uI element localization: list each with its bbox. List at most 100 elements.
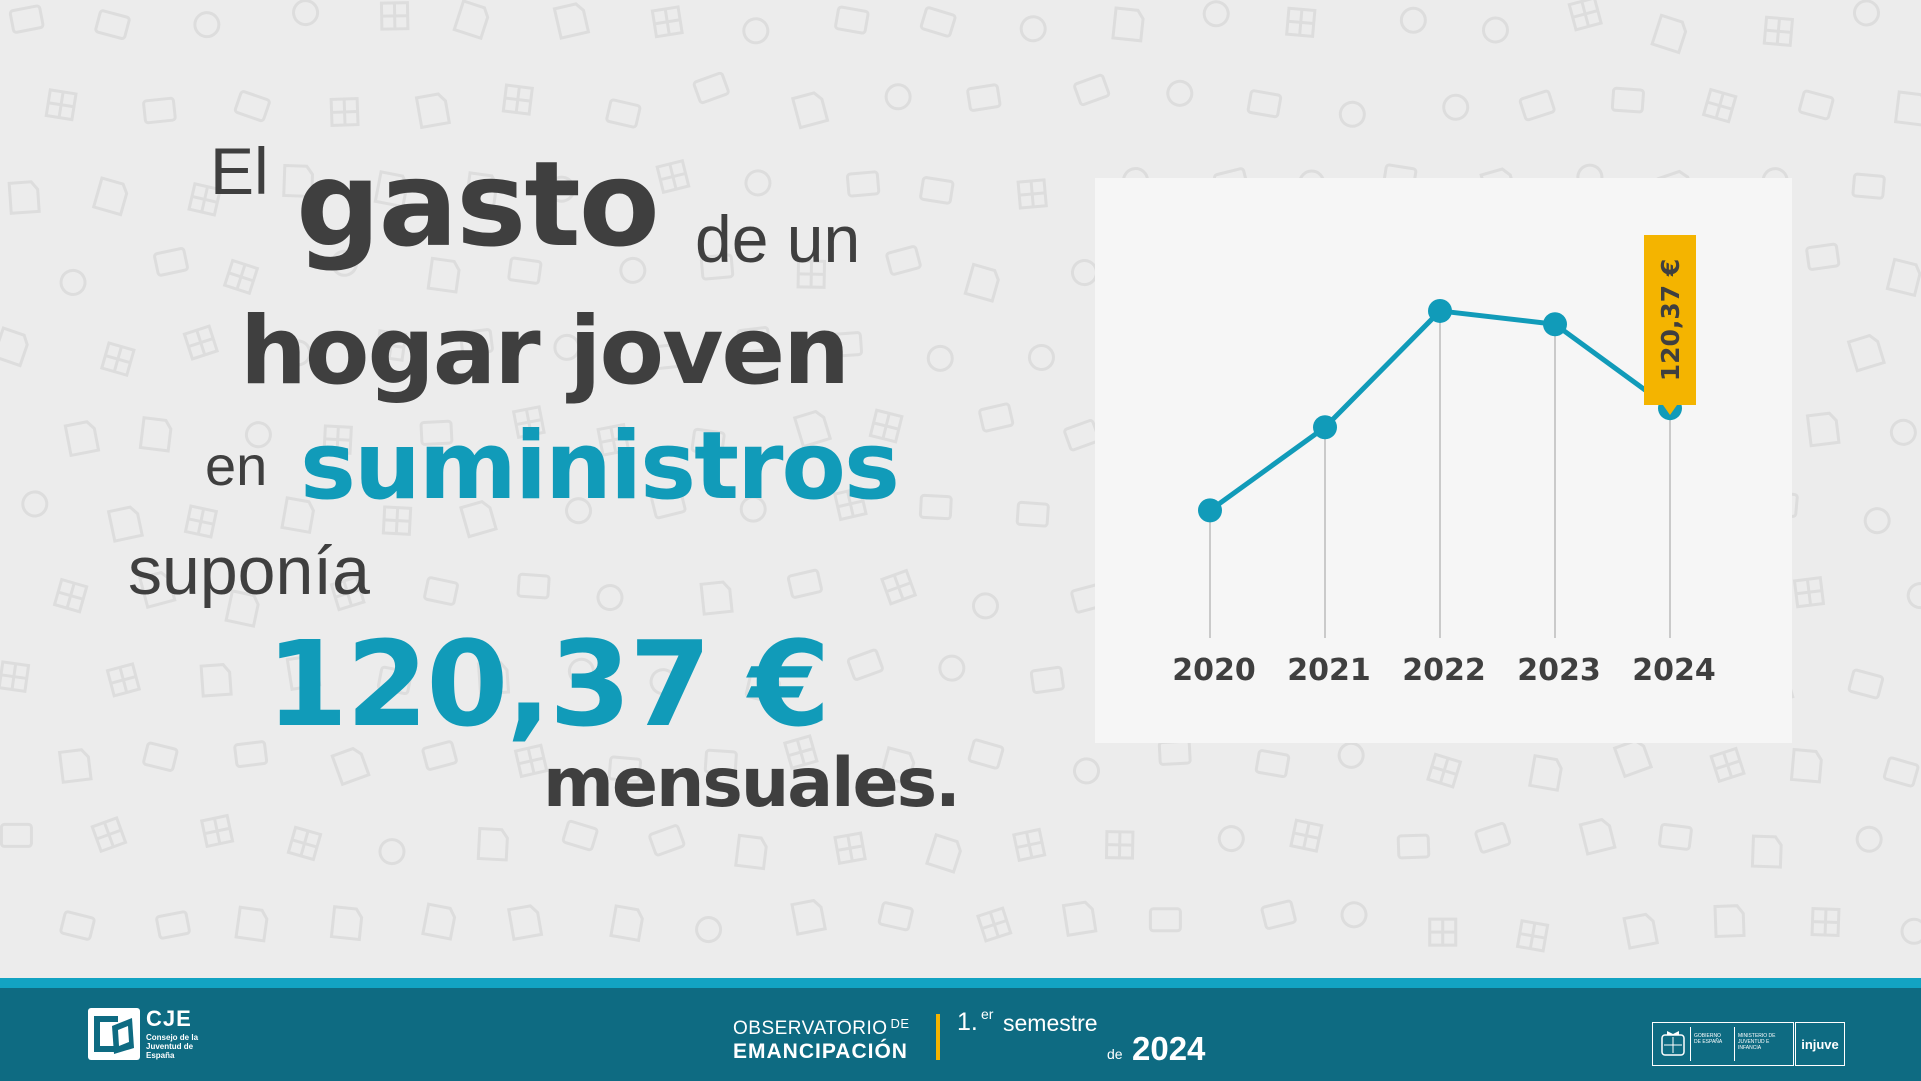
pattern-icon bbox=[1012, 827, 1047, 863]
pattern-icon bbox=[94, 9, 131, 40]
pattern-icon bbox=[834, 5, 870, 35]
pattern-icon bbox=[91, 176, 129, 217]
headline-suministros: suministros bbox=[300, 412, 900, 521]
data-point-2022 bbox=[1428, 298, 1452, 323]
semester-number: 1. bbox=[957, 1008, 978, 1036]
pattern-icon bbox=[1900, 917, 1921, 945]
pattern-icon bbox=[1015, 500, 1050, 528]
x-tick-label-2024: 2024 bbox=[1632, 653, 1716, 688]
pattern-icon bbox=[648, 824, 686, 857]
pattern-icon bbox=[1016, 178, 1048, 210]
year-de: de bbox=[1107, 1046, 1123, 1062]
pattern-icon bbox=[596, 422, 631, 457]
pattern-icon bbox=[423, 576, 459, 606]
gobierno-text: GOBIERNO DE ESPAÑA bbox=[1694, 1033, 1723, 1045]
pattern-icon bbox=[884, 83, 912, 111]
pattern-icon bbox=[790, 91, 830, 130]
pattern-icon bbox=[650, 5, 684, 39]
data-point-2021 bbox=[1313, 415, 1337, 440]
pattern-icon bbox=[1426, 752, 1463, 789]
pattern-icon bbox=[419, 419, 454, 446]
pattern-icon bbox=[182, 324, 220, 361]
pattern-icon bbox=[703, 748, 738, 776]
pattern-icon bbox=[649, 668, 677, 696]
pattern-icon bbox=[322, 424, 353, 455]
pattern-icon bbox=[421, 902, 457, 941]
pattern-icon bbox=[233, 90, 271, 123]
pattern-icon bbox=[1338, 100, 1366, 128]
pattern-icon bbox=[8, 4, 45, 34]
pattern-icon bbox=[1847, 668, 1885, 700]
pattern-icon bbox=[1481, 16, 1509, 44]
pattern-icon bbox=[426, 256, 461, 294]
pattern-icon bbox=[790, 898, 827, 936]
pattern-icon bbox=[596, 584, 624, 612]
headline-mensuales: mensuales. bbox=[543, 744, 961, 823]
pattern-icon bbox=[282, 163, 315, 199]
pattern-icon bbox=[330, 249, 358, 277]
pattern-icon bbox=[692, 71, 730, 105]
pattern-icon bbox=[885, 245, 922, 276]
pattern-icon bbox=[155, 910, 191, 940]
line-chart: 2020 2021 2022 2023 2024 120,37 € bbox=[1172, 235, 1716, 688]
pattern-icon bbox=[373, 170, 409, 209]
pattern-icon bbox=[187, 181, 223, 217]
pattern-icon bbox=[1750, 834, 1783, 869]
pattern-icon bbox=[1528, 754, 1563, 792]
pattern-icon bbox=[1906, 582, 1921, 610]
pattern-icon bbox=[966, 83, 1002, 112]
pattern-icon bbox=[1061, 900, 1098, 937]
pattern-icon bbox=[222, 258, 260, 296]
pattern-icon bbox=[967, 738, 1005, 770]
pattern-icon bbox=[99, 341, 136, 378]
pattern-icon bbox=[476, 660, 511, 696]
pattern-icon bbox=[374, 329, 408, 362]
pattern-icon bbox=[1798, 89, 1835, 121]
pattern-icon bbox=[0, 660, 31, 693]
pattern-icon bbox=[105, 662, 142, 698]
pattern-icon bbox=[1217, 825, 1245, 853]
pattern-icon bbox=[653, 342, 688, 370]
headline-word-gasto: gasto bbox=[296, 135, 660, 273]
pattern-icon bbox=[1518, 89, 1556, 122]
pattern-icon bbox=[153, 247, 189, 277]
pattern-icon bbox=[833, 831, 867, 865]
headline-word-en: en bbox=[205, 434, 268, 497]
pattern-icon bbox=[833, 486, 868, 522]
pattern-icon bbox=[1610, 86, 1645, 114]
pattern-icon bbox=[284, 339, 312, 367]
chart-panel: 2020 2021 2022 2023 2024 120,37 € bbox=[1095, 178, 1792, 743]
pattern-icon bbox=[516, 572, 551, 600]
pattern-icon bbox=[938, 654, 966, 682]
pattern-icon bbox=[1442, 93, 1470, 121]
pattern-icon bbox=[1805, 242, 1841, 271]
pattern-icon bbox=[650, 488, 687, 520]
pattern-icon bbox=[378, 838, 406, 866]
injuve-logo: injuve bbox=[1795, 1022, 1845, 1066]
pattern-icon bbox=[971, 592, 999, 620]
pattern-icon bbox=[1612, 738, 1654, 779]
pattern-icon bbox=[1567, 0, 1603, 32]
x-tick-label-2020: 2020 bbox=[1172, 653, 1256, 688]
pattern-icon bbox=[224, 589, 260, 628]
pattern-icon bbox=[1289, 818, 1324, 853]
footer-divider bbox=[936, 1014, 940, 1060]
report-year: 2024 bbox=[1132, 1030, 1206, 1067]
pattern-icon bbox=[792, 409, 833, 449]
pattern-icon bbox=[561, 819, 599, 852]
pattern-icon bbox=[1789, 747, 1823, 784]
pattern-icon bbox=[548, 175, 576, 203]
pattern-icon bbox=[918, 493, 953, 521]
pattern-icon bbox=[1340, 901, 1368, 929]
callout-label: 120,37 € bbox=[1656, 259, 1685, 382]
pattern-icon bbox=[57, 748, 93, 784]
pattern-icon bbox=[880, 568, 918, 606]
x-tick-label-2021: 2021 bbox=[1287, 653, 1371, 688]
pattern-icon bbox=[1855, 825, 1883, 853]
pattern-icon bbox=[63, 420, 101, 458]
pattern-icon bbox=[734, 833, 768, 871]
pattern-icon bbox=[1805, 411, 1841, 448]
semester-superscript: er bbox=[981, 1006, 994, 1022]
pattern-icon bbox=[567, 657, 595, 685]
x-tick-label-2023: 2023 bbox=[1517, 653, 1601, 688]
